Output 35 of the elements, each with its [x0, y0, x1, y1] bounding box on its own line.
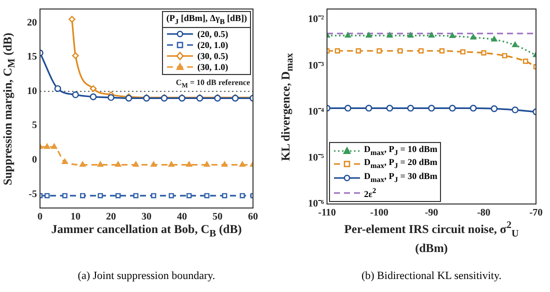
y-tick-label: 10 — [27, 86, 37, 97]
x-tick-label: -110 — [318, 208, 336, 219]
x-tick-label: -100 — [370, 208, 388, 219]
y-tick-label: 20 — [27, 17, 37, 28]
ref-line-label: C$_{M}$ = 10 dB reference — [176, 78, 250, 90]
x-tick-label: 20 — [106, 212, 116, 223]
y-tick-label: 10⁻⁴ — [308, 106, 324, 118]
legend-label: 2ε$^{2}$ — [364, 185, 376, 200]
y-tick-label: 10⁻⁵ — [308, 152, 324, 164]
text: (a) Joint suppression boundary. — [78, 270, 216, 282]
y-tick-label: 5 — [32, 120, 37, 132]
legend-label: D$_{max}$, P$_{J}$ = 20 dBm — [364, 157, 438, 172]
x-tick-label: 50 — [212, 212, 222, 223]
x-tick-label: -90 — [424, 208, 438, 219]
legend-label: D$_{max}$, P$_{J}$ = 10 dBm — [364, 144, 438, 158]
x-tick-label: 60 — [248, 212, 258, 223]
legend-label: D$_{max}$, P$_{J}$ = 30 dBm — [364, 171, 438, 185]
legend-label: (30, 1.0) — [197, 62, 228, 73]
y-tick-label: 10⁻⁶ — [308, 198, 324, 210]
y-tick-label: 0 — [32, 154, 37, 166]
legend-label: (20, 0.5) — [197, 28, 228, 40]
legend-label: (20, 1.0) — [197, 40, 228, 51]
x-tick-label: 40 — [177, 212, 187, 223]
x-axis-title: Jammer cancellation at Bob, C$_{B}$ (dB) — [50, 222, 243, 242]
y-tick-label: -5 — [28, 188, 37, 200]
legend-title: (P$_{J}$ [dBm], Δγ$_{B}$ [dB]) — [163, 13, 250, 28]
x-tick-label: -80 — [477, 208, 490, 219]
legend-label: (30, 0.5) — [197, 50, 228, 62]
x-tick-label: -70 — [529, 208, 543, 219]
y-tick-label: 10⁻³ — [308, 60, 324, 72]
x-tick-label: 10 — [70, 212, 80, 223]
text: (b) Bidirectional KL sensitivity. — [361, 270, 502, 282]
x-tick-label: 30 — [142, 212, 152, 223]
y-tick-label: 10⁻² — [308, 14, 324, 26]
y-tick-label: 15 — [27, 52, 37, 63]
